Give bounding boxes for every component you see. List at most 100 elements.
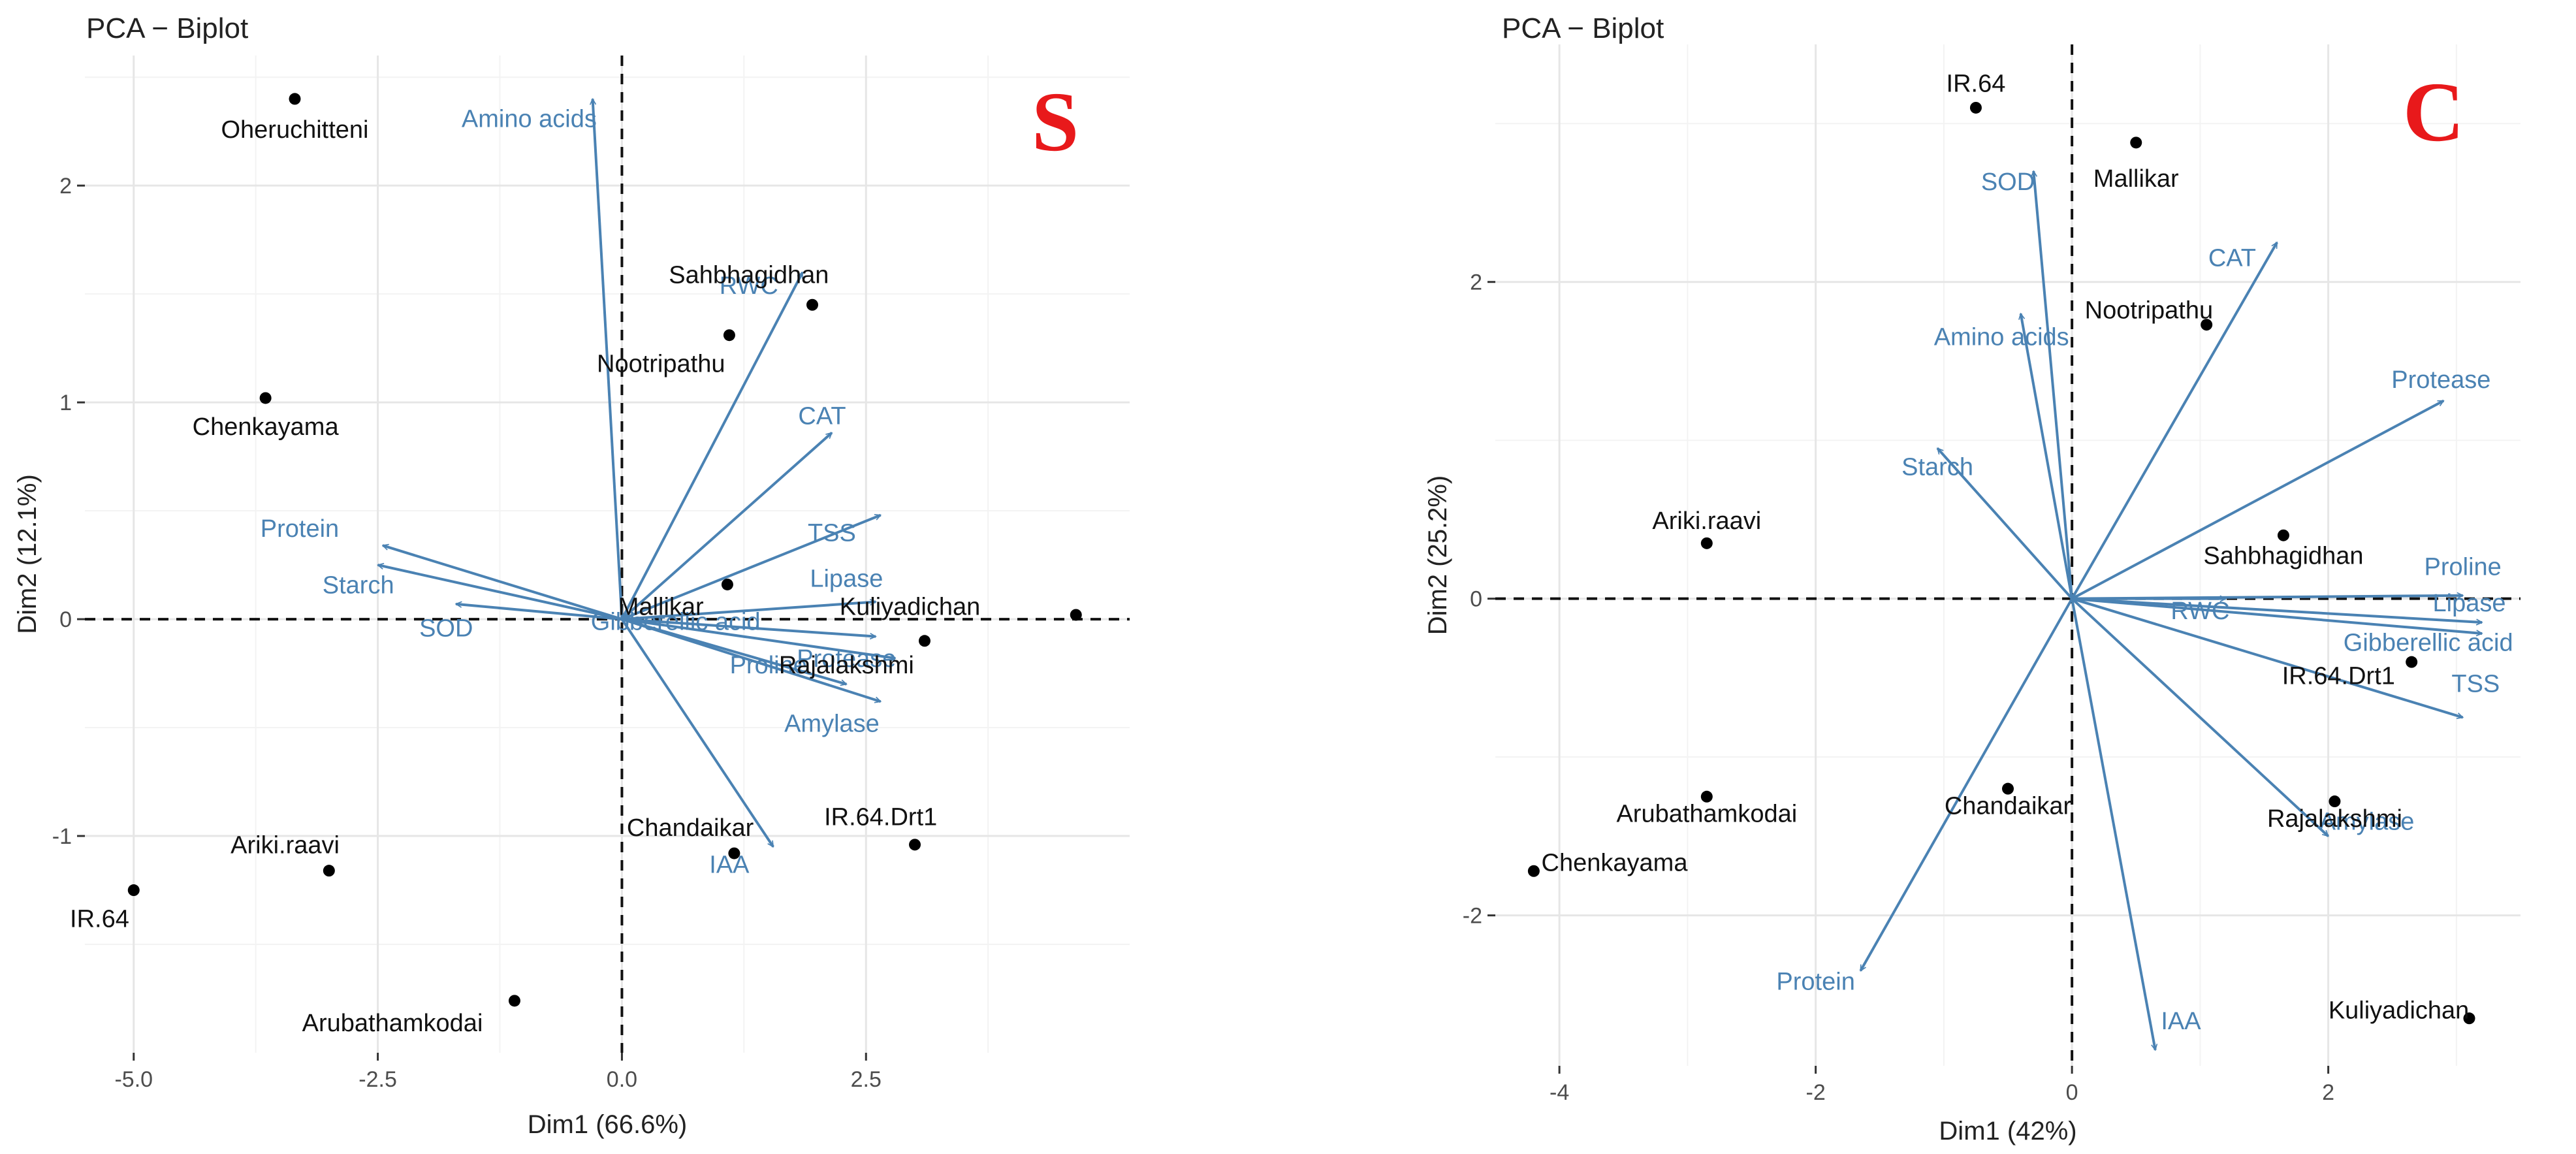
point-label: Chenkayama bbox=[193, 413, 340, 441]
loading-arrow bbox=[620, 618, 774, 847]
point-label: Ariki.raavi bbox=[1652, 507, 1761, 535]
loading-arrow bbox=[621, 432, 831, 620]
point-label: Oheruchitteni bbox=[221, 116, 368, 144]
loading-arrow bbox=[621, 513, 880, 620]
y-axis-label: Dim2 (12.1%) bbox=[13, 474, 42, 634]
x-axis-label: Dim1 (66.6%) bbox=[528, 1110, 688, 1139]
data-point bbox=[259, 392, 272, 404]
data-point bbox=[2329, 795, 2341, 808]
data-point bbox=[508, 995, 520, 1007]
loading-arrow bbox=[2072, 597, 2482, 622]
variable-label: Proline bbox=[2425, 553, 2502, 581]
loading-arrow bbox=[2071, 597, 2463, 718]
point-label: Rajalakshmi bbox=[2267, 805, 2402, 833]
y-tick-label: 0 bbox=[59, 607, 72, 632]
x-tick-label: -5.0 bbox=[114, 1067, 153, 1092]
y-tick-label: 2 bbox=[59, 174, 72, 199]
loading-arrow bbox=[593, 99, 624, 620]
data-point bbox=[289, 93, 301, 105]
data-point bbox=[127, 884, 140, 897]
point-label: Sahbhagidhan bbox=[2203, 542, 2363, 569]
point-label: Arubathamkodai bbox=[1616, 801, 1797, 828]
variable-label: TSS bbox=[2451, 671, 2500, 698]
chart-title: PCA − Biplot bbox=[1502, 12, 1664, 44]
point-label: IR.64 bbox=[70, 905, 129, 933]
chart-title: PCA − Biplot bbox=[86, 12, 248, 44]
data-point bbox=[1700, 537, 1713, 549]
data-point bbox=[909, 839, 921, 851]
y-tick-label: -1 bbox=[52, 824, 72, 849]
data-point bbox=[1070, 609, 1082, 621]
loading-arrow bbox=[2033, 171, 2074, 599]
point-label: IR.64 bbox=[1947, 71, 2006, 98]
loading-arrow bbox=[1859, 598, 2073, 971]
point-label: Nootripathu bbox=[597, 351, 725, 378]
panel-badge: S bbox=[1032, 75, 1079, 169]
y-tick-label: -2 bbox=[1463, 904, 1482, 929]
y-tick-label: 0 bbox=[1470, 587, 1482, 612]
loading-arrow bbox=[622, 618, 876, 637]
data-point bbox=[323, 865, 335, 877]
point-label: Chandaikar bbox=[1945, 792, 2072, 820]
point-label: Mallikar bbox=[618, 593, 704, 620]
point-label: Kuliyadichan bbox=[840, 593, 980, 620]
biplot-panel-c: -4 -2 0 2 -2 0 2 PCA − Biplot C Dim1 (42%) Dim2 (2… bbox=[1423, 12, 2520, 1146]
x-tick-label: -2.5 bbox=[358, 1067, 397, 1092]
loading-arrow bbox=[621, 618, 880, 701]
variable-label: TSS bbox=[808, 520, 856, 547]
data-point bbox=[2002, 782, 2014, 795]
data-point bbox=[728, 847, 740, 859]
variable-label: Protein bbox=[261, 515, 339, 543]
data-point bbox=[2463, 1012, 2475, 1025]
variable-label: RWC bbox=[720, 272, 778, 300]
variable-label: Gibberellic acid bbox=[591, 609, 761, 636]
variable-label: Starch bbox=[323, 571, 394, 599]
variable-label: Gibberellic acid bbox=[2344, 630, 2513, 657]
variable-label: Amylase bbox=[784, 711, 880, 738]
point-label: Sahbhagidhan bbox=[669, 262, 829, 289]
loading-arrow bbox=[2071, 242, 2278, 600]
point-label: Kuliyadichan bbox=[2329, 997, 2469, 1024]
data-point bbox=[1700, 790, 1713, 803]
variable-label: IAA bbox=[2161, 1008, 2201, 1035]
point-label: Mallikar bbox=[2093, 165, 2179, 193]
variable-label: SOD bbox=[419, 615, 473, 643]
y-axis-label: Dim2 (25.2%) bbox=[1423, 475, 1452, 635]
point-label: Chenkayama bbox=[1542, 850, 1689, 877]
y-tick-label: 1 bbox=[59, 391, 72, 415]
point-label: Nootripathu bbox=[2085, 297, 2213, 324]
x-tick-label: 2 bbox=[2322, 1080, 2334, 1105]
loading-arrow bbox=[383, 545, 623, 620]
point-label: Chandaikar bbox=[627, 814, 754, 842]
variable-label: Protease bbox=[2391, 366, 2490, 394]
loading-arrow bbox=[1936, 448, 2073, 600]
loading-arrow bbox=[2071, 597, 2482, 633]
loading-arrow bbox=[2071, 399, 2443, 600]
data-point bbox=[2130, 136, 2142, 149]
data-point bbox=[2277, 529, 2289, 541]
loading-arrow bbox=[378, 565, 622, 621]
biplot-panel-s: -5.0 -2.5 0.0 2.5 -1 0 1 2 PCA − Biplot S Dim1 (66… bbox=[13, 12, 1130, 1139]
data-point bbox=[2201, 319, 2213, 331]
variable-label: Protease bbox=[797, 645, 896, 673]
loading-arrow bbox=[620, 272, 804, 620]
variable-label: Amylase bbox=[2319, 809, 2415, 836]
loading-arrow bbox=[2071, 598, 2329, 837]
point-label: Rajalakshmi bbox=[779, 652, 914, 679]
variable-label: Lipase bbox=[810, 565, 883, 592]
x-tick-label: -2 bbox=[1806, 1080, 1826, 1105]
variable-label: CAT bbox=[798, 402, 846, 430]
point-label: IR.64.Drt1 bbox=[2282, 663, 2395, 690]
variable-label: Amino acids bbox=[462, 106, 597, 133]
data-point bbox=[806, 298, 819, 311]
variable-label: SOD bbox=[1981, 168, 2035, 196]
x-tick-label: 2.5 bbox=[851, 1067, 882, 1092]
variable-label: Amino acids bbox=[1934, 324, 2069, 351]
point-label: Arubathamkodai bbox=[302, 1010, 483, 1037]
data-point bbox=[2406, 656, 2418, 668]
data-point bbox=[721, 578, 733, 590]
panel-badge: C bbox=[2403, 65, 2464, 159]
data-point bbox=[1969, 101, 1982, 114]
loading-arrow bbox=[622, 602, 876, 621]
y-tick-label: 2 bbox=[1470, 270, 1482, 295]
